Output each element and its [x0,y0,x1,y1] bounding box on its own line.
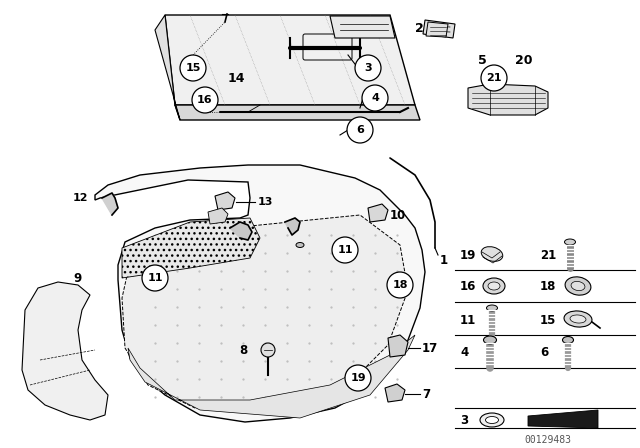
Text: 14: 14 [228,72,246,85]
Polygon shape [102,193,118,215]
Polygon shape [165,15,415,105]
Polygon shape [155,15,180,120]
Polygon shape [528,410,598,428]
Polygon shape [230,222,252,240]
Text: 16: 16 [460,280,476,293]
Ellipse shape [565,277,591,295]
Polygon shape [423,20,455,38]
Text: 7: 7 [422,388,430,401]
Polygon shape [330,16,395,38]
Circle shape [387,272,413,298]
Text: 4: 4 [371,93,379,103]
Ellipse shape [563,336,573,344]
Text: 15: 15 [540,314,556,327]
Text: 21: 21 [486,73,502,83]
Text: 4: 4 [460,345,468,358]
Text: 11: 11 [460,314,476,327]
Circle shape [481,65,507,91]
Ellipse shape [564,311,592,327]
Polygon shape [388,335,408,357]
Text: 3: 3 [460,414,468,426]
Text: 12: 12 [72,193,88,203]
Text: 21: 21 [540,249,556,262]
Polygon shape [368,204,388,222]
Polygon shape [468,84,548,115]
Polygon shape [426,22,448,37]
Ellipse shape [486,417,499,423]
Polygon shape [122,218,260,278]
Circle shape [142,265,168,291]
Circle shape [261,343,275,357]
Text: 18: 18 [540,280,556,293]
Text: 00129483: 00129483 [525,435,572,445]
Polygon shape [22,282,108,420]
Ellipse shape [483,278,505,294]
Text: 2: 2 [415,22,424,34]
Text: 5: 5 [478,53,487,66]
Circle shape [345,365,371,391]
Circle shape [192,87,218,113]
Ellipse shape [296,242,304,247]
Text: 13: 13 [258,197,273,207]
Circle shape [332,237,358,263]
Ellipse shape [570,315,586,323]
Text: 6: 6 [540,345,548,358]
Text: 18: 18 [392,280,408,290]
Text: 9: 9 [74,271,82,284]
Text: 20: 20 [515,53,532,66]
Circle shape [347,117,373,143]
Text: 8: 8 [240,344,248,357]
Text: 15: 15 [186,63,201,73]
Polygon shape [95,165,425,422]
Text: 10: 10 [390,208,406,221]
Text: 3: 3 [364,63,372,73]
Polygon shape [385,384,405,402]
Ellipse shape [571,281,585,291]
Ellipse shape [486,305,497,311]
Polygon shape [208,208,228,224]
Ellipse shape [483,336,497,344]
Ellipse shape [488,282,500,290]
Ellipse shape [564,239,575,245]
Text: 11: 11 [337,245,353,255]
Text: 17: 17 [422,341,438,354]
Circle shape [362,85,388,111]
Polygon shape [285,218,300,235]
Polygon shape [122,215,408,408]
Text: 6: 6 [356,125,364,135]
Circle shape [180,55,206,81]
Text: 1: 1 [440,254,448,267]
Ellipse shape [480,413,504,427]
Circle shape [355,55,381,81]
Text: 19: 19 [460,249,476,262]
Polygon shape [128,335,415,418]
Text: 19: 19 [350,373,366,383]
Polygon shape [215,192,235,210]
Polygon shape [175,105,420,120]
Ellipse shape [481,247,503,261]
Text: 16: 16 [197,95,213,105]
Text: 11: 11 [147,273,163,283]
